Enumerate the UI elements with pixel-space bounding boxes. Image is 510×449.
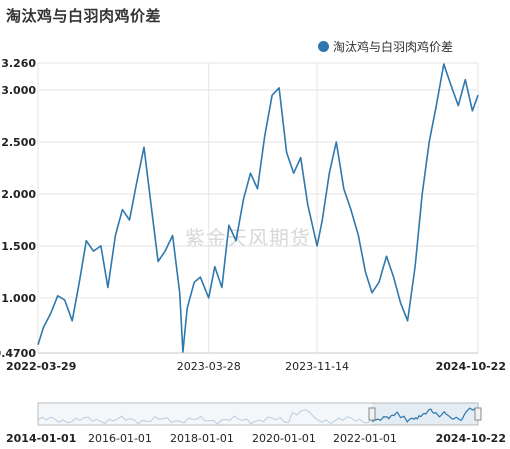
x-tick-label: 2023-03-28 bbox=[177, 360, 241, 373]
y-tick-label: 3.260 bbox=[1, 57, 36, 70]
navigator-tick-label: 2018-01-01 bbox=[170, 432, 234, 445]
y-tick-label: 3.000 bbox=[1, 84, 36, 97]
x-tick-label: 2024-10-22 bbox=[436, 360, 506, 373]
y-tick-label: 1.000 bbox=[1, 292, 36, 305]
y-tick-label: 1.500 bbox=[1, 240, 36, 253]
navigator-selected-line bbox=[371, 407, 479, 423]
legend[interactable]: 淘汰鸡与白羽肉鸡价差 bbox=[318, 38, 453, 55]
navigator-handle-left[interactable] bbox=[368, 407, 376, 421]
x-tick-label: 2023-11-14 bbox=[285, 360, 349, 373]
legend-marker bbox=[318, 41, 329, 52]
navigator-tick-label: 2024-10-22 bbox=[436, 432, 506, 445]
y-tick-label: 0.4700 bbox=[0, 347, 36, 360]
y-tick-label: 2.500 bbox=[1, 136, 36, 149]
navigator-tick-label: 2020-01-01 bbox=[252, 432, 316, 445]
y-tick-label: 2.000 bbox=[1, 188, 36, 201]
legend-label: 淘汰鸡与白羽肉鸡价差 bbox=[333, 40, 454, 54]
chart-title: 淘汰鸡与白羽肉鸡价差 bbox=[6, 7, 162, 25]
navigator-history-line bbox=[37, 409, 373, 425]
x-tick-label: 2022-03-29 bbox=[6, 360, 76, 373]
series-line bbox=[37, 63, 479, 353]
navigator-handle-right[interactable] bbox=[474, 407, 482, 421]
navigator-selection bbox=[372, 403, 478, 425]
navigator-tick-label: 2016-01-01 bbox=[88, 432, 152, 445]
navigator-tick-label: 2014-01-01 bbox=[6, 432, 76, 445]
navigator-tick-label: 2022-01-01 bbox=[333, 432, 397, 445]
